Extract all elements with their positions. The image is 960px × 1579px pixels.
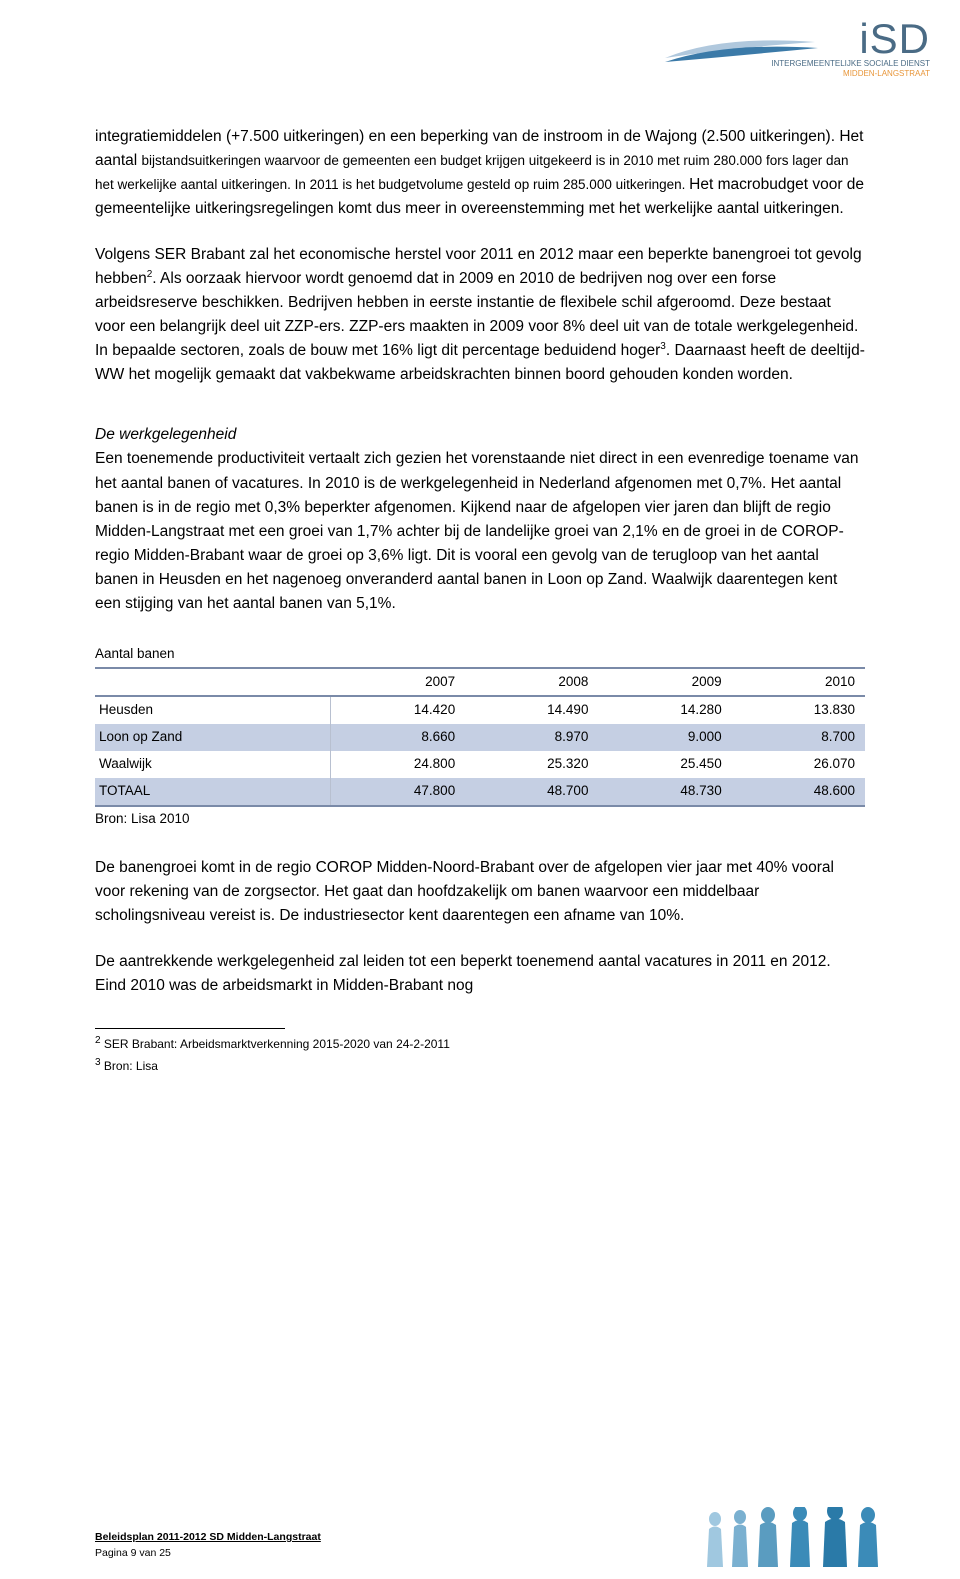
table-header-cell: 2010	[732, 668, 865, 697]
table-cell: 8.660	[331, 724, 465, 751]
footer-title: Beleidsplan 2011-2012 SD Midden-Langstra…	[95, 1531, 321, 1543]
table-cell: 47.800	[331, 778, 465, 806]
table-cell: 13.830	[732, 696, 865, 724]
table-source: Bron: Lisa 2010	[95, 809, 865, 830]
paragraph-3: De werkgelegenheid Een toenemende produc…	[95, 423, 865, 615]
table-cell: Loon op Zand	[95, 724, 331, 751]
isd-logo-subtitle: INTERGEMEENTELIJKE SOCIALE DIENST MIDDEN…	[771, 59, 930, 78]
table-row: Waalwijk 24.800 25.320 25.450 26.070	[95, 751, 865, 778]
table-cell: 48.600	[732, 778, 865, 806]
table-cell: 8.700	[732, 724, 865, 751]
paragraph-4: De banengroei komt in de regio COROP Mid…	[95, 856, 865, 928]
table-header-row: 2007 2008 2009 2010	[95, 668, 865, 697]
table-cell: 48.730	[598, 778, 731, 806]
table-cell: 26.070	[732, 751, 865, 778]
table-row: Heusden 14.420 14.490 14.280 13.830	[95, 696, 865, 724]
paragraph-5: De aantrekkende werkgelegenheid zal leid…	[95, 950, 865, 998]
footnote-divider	[95, 1028, 285, 1029]
table-cell: 9.000	[598, 724, 731, 751]
table-cell: 8.970	[465, 724, 598, 751]
people-silhouette-icon	[690, 1507, 890, 1567]
footnotes: 2 SER Brabant: Arbeidsmarktverkenning 20…	[95, 1033, 865, 1075]
table-header-cell	[95, 668, 331, 697]
table-cell: Waalwijk	[95, 751, 331, 778]
table-cell: 14.420	[331, 696, 465, 724]
aantal-banen-table: 2007 2008 2009 2010 Heusden 14.420 14.49…	[95, 667, 865, 808]
table-cell: 25.320	[465, 751, 598, 778]
paragraph-2: Volgens SER Brabant zal het economische …	[95, 243, 865, 387]
table-cell: 14.280	[598, 696, 731, 724]
table-header-cell: 2009	[598, 668, 731, 697]
table-cell: 25.450	[598, 751, 731, 778]
isd-logo: iSD INTERGEMEENTELIJKE SOCIALE DIENST MI…	[660, 15, 930, 85]
table-cell: 48.700	[465, 778, 598, 806]
table-cell: Heusden	[95, 696, 331, 724]
table-row: TOTAAL 47.800 48.700 48.730 48.600	[95, 778, 865, 806]
document-body: integratiemiddelen (+7.500 uitkeringen) …	[95, 125, 865, 1075]
table-cell: 14.490	[465, 696, 598, 724]
paragraph-1: integratiemiddelen (+7.500 uitkeringen) …	[95, 125, 865, 221]
section-heading: De werkgelegenheid	[95, 426, 236, 443]
footnote-3: 3 Bron: Lisa	[95, 1055, 865, 1075]
document-page: iSD INTERGEMEENTELIJKE SOCIALE DIENST MI…	[0, 0, 960, 1579]
isd-logo-text: iSD	[859, 15, 930, 63]
footer-page-number: Pagina 9 van 25	[95, 1547, 321, 1559]
table-header-cell: 2007	[331, 668, 465, 697]
footnote-2: 2 SER Brabant: Arbeidsmarktverkenning 20…	[95, 1033, 865, 1053]
document-footer: Beleidsplan 2011-2012 SD Midden-Langstra…	[95, 1531, 321, 1559]
table-cell: TOTAAL	[95, 778, 331, 806]
table-cell: 24.800	[331, 751, 465, 778]
table-row: Loon op Zand 8.660 8.970 9.000 8.700	[95, 724, 865, 751]
table-title: Aantal banen	[95, 644, 865, 665]
table-header-cell: 2008	[465, 668, 598, 697]
